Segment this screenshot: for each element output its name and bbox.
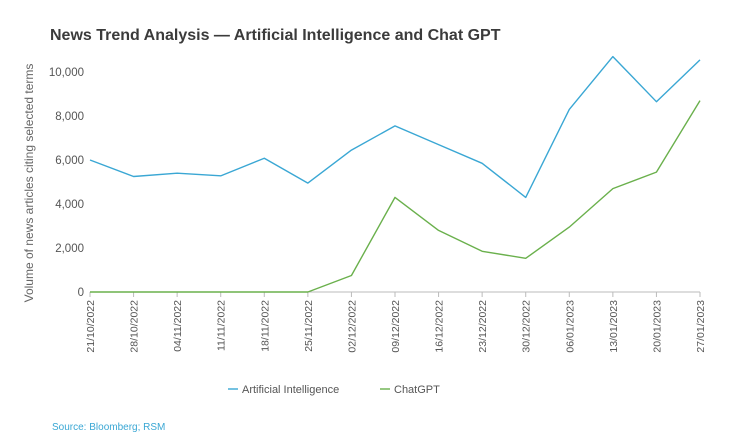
x-tick-label: 16/12/2022 [434,300,446,353]
x-tick-label: 20/01/2023 [651,300,663,353]
x-tick-label: 21/10/2022 [85,300,97,353]
x-tick-label: 04/11/2022 [172,300,184,352]
y-tick-label: 6,000 [55,155,84,167]
y-tick-label: 2,000 [55,243,84,255]
x-tick-label: 28/10/2022 [129,300,141,353]
y-tick-label: 10,000 [49,67,84,79]
y-axis-title: Volume of news articles citing selected … [22,64,36,303]
y-axis-ticks: 0 2,000 4,000 6,000 8,000 10,000 [49,67,84,299]
chart-title: News Trend Analysis — Artificial Intelli… [50,27,501,44]
series-line-chatgpt [90,100,701,293]
y-tick-label: 8,000 [55,111,84,123]
series-lines [89,55,701,293]
legend: Artificial Intelligence ChatGPT [228,384,440,396]
y-tick-label: 4,000 [55,199,84,211]
x-axis-ticks: 21/10/2022 28/10/2022 04/11/2022 11/11/2022… [85,292,707,353]
x-tick-label: 09/12/2022 [390,300,402,353]
x-tick-label: 30/12/2022 [521,300,533,353]
legend-label: ChatGPT [394,384,440,396]
x-tick-label: 11/11/2022 [216,300,228,351]
x-tick-label: 23/12/2022 [477,300,489,353]
series-line-artificial-intelligence [89,55,701,199]
x-tick-label: 18/11/2022 [259,300,271,352]
x-tick-label: 27/01/2023 [695,300,707,353]
legend-label: Artificial Intelligence [242,384,339,396]
y-tick-label: 0 [78,287,84,299]
x-tick-label: 13/01/2023 [608,300,620,353]
x-tick-label: 06/01/2023 [564,300,576,353]
source-note: Source: Bloomberg; RSM [52,422,165,433]
x-tick-label: 02/12/2022 [346,300,358,353]
x-tick-label: 25/11/2022 [303,300,315,352]
